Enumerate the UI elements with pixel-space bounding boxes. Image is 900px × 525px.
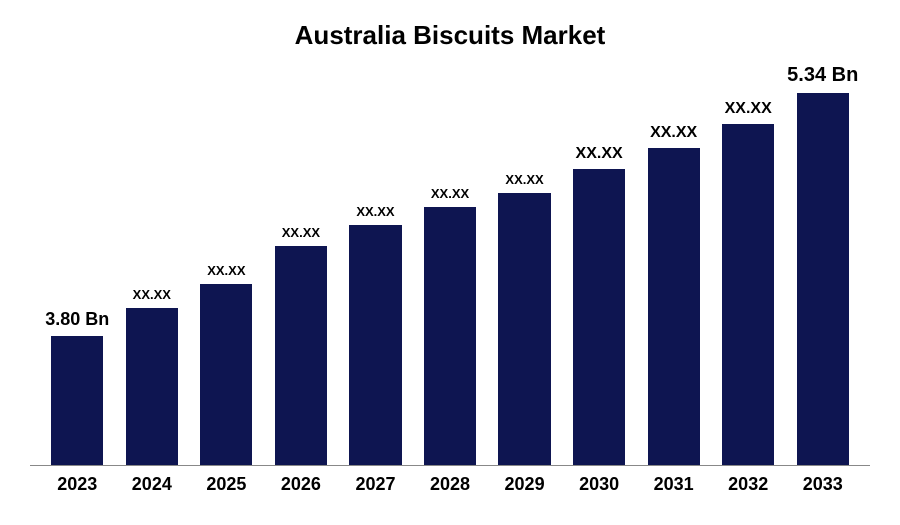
x-tick-label: 2025 bbox=[189, 474, 264, 495]
x-tick-label: 2023 bbox=[40, 474, 115, 495]
x-tick-label: 2026 bbox=[264, 474, 339, 495]
bar bbox=[722, 124, 774, 465]
x-tick-label: 2024 bbox=[115, 474, 190, 495]
x-tick-label: 2033 bbox=[785, 474, 860, 495]
bar-value-label: 3.80 Bn bbox=[45, 309, 109, 330]
bar-value-label: XX.XX bbox=[133, 287, 171, 302]
chart-container: Australia Biscuits Market 3.80 Bn XX.XX XX… bbox=[0, 0, 900, 525]
x-tick-label: 2029 bbox=[487, 474, 562, 495]
x-axis: 2023202420252026202720282029203020312032… bbox=[30, 466, 870, 495]
bar bbox=[200, 284, 252, 465]
bar-group: XX.XX bbox=[115, 61, 190, 465]
bar-group: XX.XX bbox=[562, 61, 637, 465]
x-tick-label: 2028 bbox=[413, 474, 488, 495]
bar-group: XX.XX bbox=[413, 61, 488, 465]
bar bbox=[275, 246, 327, 465]
bar bbox=[498, 193, 550, 465]
bar bbox=[126, 308, 178, 465]
bar-group: XX.XX bbox=[711, 61, 786, 465]
x-tick-label: 2031 bbox=[636, 474, 711, 495]
bar bbox=[424, 207, 476, 465]
bar-value-label: XX.XX bbox=[650, 124, 697, 142]
bar bbox=[797, 93, 849, 465]
bar bbox=[349, 225, 401, 465]
bar-value-label: XX.XX bbox=[505, 172, 543, 187]
bar-group: XX.XX bbox=[636, 61, 711, 465]
bar-value-label: XX.XX bbox=[576, 145, 623, 163]
bar-group: 3.80 Bn bbox=[40, 61, 115, 465]
bar-value-label: XX.XX bbox=[282, 225, 320, 240]
bar bbox=[573, 169, 625, 465]
bar-group: XX.XX bbox=[189, 61, 264, 465]
bar-group: XX.XX bbox=[338, 61, 413, 465]
bar-group: XX.XX bbox=[487, 61, 562, 465]
bar-value-label: XX.XX bbox=[207, 263, 245, 278]
bar bbox=[51, 336, 103, 465]
bar-group: 5.34 Bn bbox=[785, 61, 860, 465]
bar-value-label: XX.XX bbox=[431, 186, 469, 201]
x-tick-label: 2032 bbox=[711, 474, 786, 495]
bar bbox=[648, 148, 700, 465]
bar-value-label: XX.XX bbox=[356, 204, 394, 219]
bar-value-label: XX.XX bbox=[725, 100, 772, 118]
x-tick-label: 2030 bbox=[562, 474, 637, 495]
chart-title: Australia Biscuits Market bbox=[30, 20, 870, 51]
plot-area: 3.80 Bn XX.XX XX.XX XX.XX XX.XX XX.XX XX.XX XX.… bbox=[30, 61, 870, 466]
bar-value-label: 5.34 Bn bbox=[787, 64, 858, 87]
bar-group: XX.XX bbox=[264, 61, 339, 465]
x-tick-label: 2027 bbox=[338, 474, 413, 495]
